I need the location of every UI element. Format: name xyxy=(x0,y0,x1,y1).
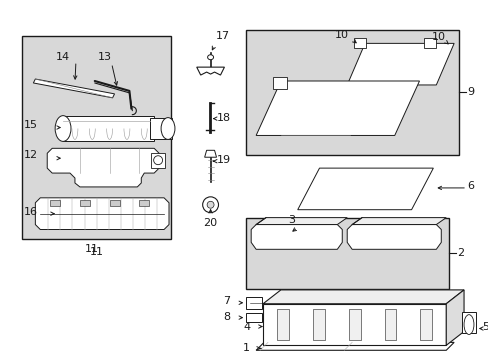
Bar xyxy=(348,309,360,341)
Text: 3: 3 xyxy=(287,215,294,225)
Bar xyxy=(246,297,262,309)
Ellipse shape xyxy=(153,156,162,165)
Polygon shape xyxy=(196,67,224,75)
Text: 16: 16 xyxy=(24,207,38,217)
Text: 8: 8 xyxy=(223,312,230,321)
Bar xyxy=(272,77,286,89)
Text: 17: 17 xyxy=(215,31,229,41)
Bar xyxy=(80,200,90,206)
Polygon shape xyxy=(346,225,440,249)
Bar xyxy=(109,200,119,206)
Bar xyxy=(150,118,172,139)
Polygon shape xyxy=(351,218,446,225)
Text: 20: 20 xyxy=(202,218,216,228)
Text: 13: 13 xyxy=(98,52,111,62)
Bar xyxy=(276,309,288,341)
Bar xyxy=(246,218,448,289)
Ellipse shape xyxy=(463,315,473,334)
Text: 14: 14 xyxy=(56,52,70,62)
Polygon shape xyxy=(256,81,419,135)
Bar xyxy=(353,39,366,48)
Bar xyxy=(246,30,458,155)
Polygon shape xyxy=(33,79,114,98)
Text: 11: 11 xyxy=(84,244,99,255)
Text: 6: 6 xyxy=(466,181,473,191)
Bar xyxy=(151,153,165,168)
Text: 9: 9 xyxy=(466,87,473,97)
Polygon shape xyxy=(297,168,432,210)
Text: 11: 11 xyxy=(89,247,103,257)
Text: 10: 10 xyxy=(334,31,348,40)
Ellipse shape xyxy=(202,197,218,213)
Polygon shape xyxy=(35,198,169,230)
Text: 2: 2 xyxy=(456,248,463,258)
Text: 7: 7 xyxy=(223,296,230,306)
Text: 1: 1 xyxy=(243,343,250,353)
Polygon shape xyxy=(263,290,463,304)
Polygon shape xyxy=(256,218,346,225)
Text: 15: 15 xyxy=(24,120,38,130)
Bar xyxy=(424,39,435,48)
Polygon shape xyxy=(256,342,453,350)
Bar xyxy=(246,313,262,321)
Text: 4: 4 xyxy=(243,321,250,332)
Bar xyxy=(63,116,154,141)
Bar xyxy=(139,200,149,206)
Text: 12: 12 xyxy=(24,150,38,160)
Ellipse shape xyxy=(207,201,214,208)
Polygon shape xyxy=(204,150,216,157)
Text: 10: 10 xyxy=(430,32,445,42)
Bar xyxy=(263,304,446,345)
Bar xyxy=(461,312,475,333)
Text: 18: 18 xyxy=(216,113,230,123)
Bar xyxy=(420,309,431,341)
Polygon shape xyxy=(346,43,453,85)
Polygon shape xyxy=(251,225,342,249)
Text: 5: 5 xyxy=(481,321,488,332)
Ellipse shape xyxy=(55,116,71,141)
Bar xyxy=(22,36,171,239)
Ellipse shape xyxy=(207,55,213,60)
Bar xyxy=(50,200,60,206)
Polygon shape xyxy=(446,290,463,345)
Text: 19: 19 xyxy=(216,155,230,165)
Polygon shape xyxy=(47,148,159,187)
Bar xyxy=(312,309,324,341)
Bar xyxy=(384,309,396,341)
Ellipse shape xyxy=(161,118,175,139)
